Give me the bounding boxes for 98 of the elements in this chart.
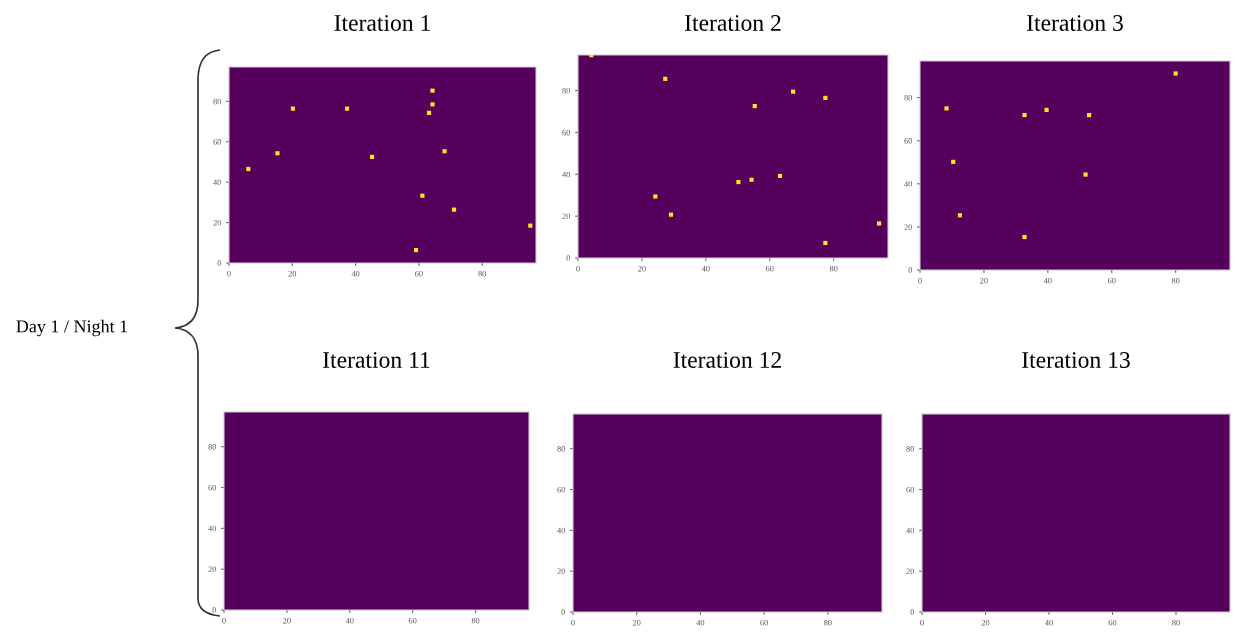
x-tick-label: 40 [351, 270, 360, 277]
y-tick-label: 80 [904, 94, 913, 101]
y-tick-label: 0 [212, 607, 217, 613]
point [823, 95, 828, 100]
point [369, 154, 375, 159]
point [430, 102, 435, 107]
x-tick-label: 80 [829, 265, 838, 272]
point [430, 88, 435, 93]
x-tick-label: 80 [1171, 277, 1180, 284]
point [876, 221, 882, 226]
x-tick-label: 20 [981, 619, 990, 626]
y-tick-label: 80 [208, 444, 217, 450]
y-tick-label: 80 [557, 446, 566, 452]
x-tick-label: 40 [345, 617, 354, 624]
point [957, 213, 963, 218]
y-tick-label: 40 [208, 525, 217, 532]
point [290, 106, 296, 111]
y-tick-label: 20 [557, 568, 566, 575]
y-tick-label: 60 [906, 486, 915, 493]
point [420, 193, 425, 198]
point [736, 179, 741, 185]
y-tick-label: 60 [208, 484, 217, 491]
point [451, 207, 457, 212]
point [589, 55, 594, 58]
y-tick-label: 60 [213, 139, 222, 145]
y-tick-label: 40 [904, 181, 913, 187]
x-tick-label: 60 [415, 270, 423, 277]
y-tick-label: 20 [906, 568, 915, 575]
y-tick-label: 0 [561, 609, 566, 615]
point [528, 223, 533, 228]
point [951, 159, 956, 164]
y-tick-label: 80 [213, 98, 222, 105]
y-tick-label: 60 [557, 486, 566, 493]
y-tick-label: 40 [213, 179, 222, 186]
x-tick-label: 40 [1043, 277, 1052, 284]
x-tick-label: 0 [576, 265, 580, 272]
point [752, 103, 757, 109]
y-tick-label: 0 [217, 260, 222, 266]
point [1044, 107, 1049, 112]
chart-title: Iteration 3 [1027, 15, 1123, 31]
point [1083, 172, 1088, 177]
point [426, 110, 432, 115]
chart-title: Iteration 2 [685, 15, 781, 31]
x-tick-label: 20 [288, 270, 297, 277]
chart-title: Iteration 1 [334, 15, 430, 31]
x-tick-label: 40 [1045, 619, 1053, 626]
x-tick-label: 60 [408, 617, 417, 624]
y-tick-label: 40 [906, 527, 915, 534]
x-tick-label: 60 [765, 265, 774, 272]
x-tick-label: 80 [1172, 619, 1180, 626]
y-tick-label: 40 [562, 171, 571, 178]
point [1173, 71, 1178, 76]
point [1086, 113, 1092, 118]
point [663, 76, 668, 81]
y-tick-label: 0 [910, 609, 915, 615]
chart-title: Iteration 11 [323, 352, 430, 368]
x-tick-label: 80 [478, 270, 487, 277]
x-tick-label: 0 [920, 619, 924, 626]
point [275, 151, 280, 156]
point [791, 89, 796, 94]
point [823, 240, 828, 246]
x-tick-label: 60 [1108, 619, 1117, 626]
y-tick-label: 20 [213, 219, 222, 226]
point [1022, 113, 1027, 118]
x-tick-label: 40 [701, 265, 710, 272]
point [413, 247, 419, 253]
chart-title: Iteration 12 [673, 352, 781, 368]
y-tick-label: 20 [208, 566, 217, 573]
point [777, 173, 783, 179]
point [246, 166, 251, 172]
point [344, 106, 350, 111]
y-tick-label: 20 [904, 224, 913, 230]
y-tick-label: 80 [906, 446, 915, 452]
x-tick-label: 20 [638, 265, 646, 272]
x-tick-label: 80 [471, 617, 480, 624]
x-tick-label: 0 [227, 270, 231, 277]
x-tick-label: 20 [980, 277, 988, 284]
y-tick-label: 20 [562, 213, 571, 220]
y-tick-label: 80 [562, 87, 571, 94]
point [749, 177, 754, 182]
point [442, 149, 447, 154]
x-tick-label: 20 [283, 617, 291, 624]
chart-title: Iteration 13 [1022, 352, 1130, 368]
x-tick-label: 60 [760, 619, 768, 626]
y-tick-label: 60 [904, 138, 913, 144]
point [1022, 234, 1027, 240]
y-tick-label: 60 [562, 129, 571, 136]
x-tick-label: 80 [824, 619, 832, 626]
point [668, 212, 674, 217]
point [653, 194, 658, 199]
point [944, 106, 949, 111]
y-tick-label: 40 [557, 527, 566, 534]
x-tick-label: 40 [696, 619, 705, 626]
text: Day 1 / Night 1 [16, 319, 128, 337]
x-tick-label: 60 [1107, 277, 1116, 284]
x-tick-label: 0 [918, 277, 922, 284]
y-tick-label: 0 [566, 255, 571, 261]
x-tick-label: 20 [632, 619, 641, 626]
